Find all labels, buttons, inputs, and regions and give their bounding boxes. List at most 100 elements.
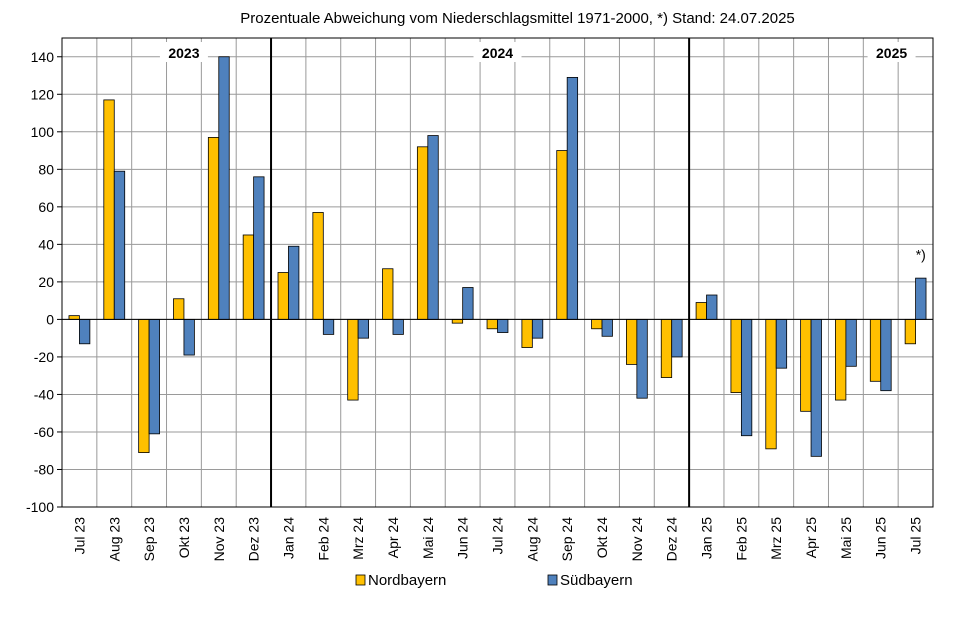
- bar-nordbayern: [416, 146, 429, 320]
- x-tick-label: Feb 25: [733, 517, 749, 561]
- year-label-bg: [473, 42, 522, 62]
- bar-suedbayern: [79, 318, 91, 345]
- bar-nordbayern: [660, 318, 673, 378]
- bar-nordbayern: [207, 137, 220, 320]
- footnote-marker: *): [916, 246, 926, 262]
- y-tick-label: 40: [38, 236, 54, 252]
- bar-suedbayern: [810, 318, 822, 457]
- bar-nordbayern: [68, 315, 80, 320]
- plot-area: [62, 38, 933, 507]
- bar-suedbayern: [740, 318, 753, 437]
- bar-suedbayern: [253, 176, 265, 320]
- bar-nordbayern: [556, 150, 568, 320]
- bar-suedbayern: [671, 318, 683, 358]
- legend-label: Südbayern: [560, 572, 633, 589]
- x-tick-label: Jun 25: [873, 517, 889, 559]
- bar-nordbayern: [695, 302, 707, 320]
- y-tick-label: -60: [34, 424, 54, 440]
- x-tick-label: Jan 25: [699, 517, 715, 559]
- year-label: 2025: [876, 45, 907, 61]
- bar-nordbayern: [451, 318, 464, 324]
- bar-suedbayern: [531, 318, 544, 339]
- bar-suedbayern: [148, 318, 160, 435]
- y-tick-label: 20: [38, 274, 54, 290]
- x-tick-label: Feb 24: [315, 517, 331, 561]
- y-tick-label: -80: [34, 461, 54, 477]
- bar-suedbayern: [566, 76, 579, 320]
- x-tick-label: Nov 23: [211, 517, 227, 562]
- x-tick-label: Dez 23: [246, 517, 262, 562]
- chart-title: Prozentuale Abweichung vom Niederschlags…: [240, 10, 795, 27]
- y-tick-label: 60: [38, 199, 54, 215]
- bar-nordbayern: [904, 318, 916, 345]
- x-tick-label: Jun 24: [455, 517, 471, 559]
- x-tick-label: Mai 24: [420, 517, 436, 559]
- bar-nordbayern: [869, 318, 882, 382]
- x-tick-label: Jul 24: [490, 517, 506, 555]
- x-tick-label: Apr 24: [385, 517, 401, 558]
- bar-suedbayern: [113, 170, 126, 320]
- x-tick-label: Aug 24: [524, 517, 540, 562]
- bar-nordbayern: [765, 318, 777, 450]
- legend-swatch: [547, 574, 558, 586]
- x-tick-label: Mrz 25: [768, 517, 784, 560]
- bar-nordbayern: [312, 212, 324, 320]
- x-tick-label: Okt 23: [176, 517, 192, 558]
- year-label-bg: [159, 42, 208, 62]
- bar-nordbayern: [800, 318, 812, 412]
- x-tick-label: Sep 23: [141, 517, 157, 562]
- x-tick-label: Jan 24: [280, 517, 296, 559]
- bar-suedbayern: [183, 318, 195, 356]
- x-tick-label: Okt 24: [594, 517, 610, 558]
- bar-suedbayern: [218, 56, 230, 320]
- bar-nordbayern: [138, 318, 150, 453]
- y-tick-label: 0: [46, 311, 54, 327]
- legend-label: Nordbayern: [368, 572, 446, 589]
- bar-suedbayern: [706, 294, 718, 320]
- y-tick-label: -40: [34, 386, 54, 402]
- bar-suedbayern: [880, 318, 892, 392]
- x-tick-label: Jul 25: [908, 517, 924, 555]
- bar-nordbayern: [591, 318, 603, 330]
- bar-suedbayern: [601, 318, 613, 337]
- bar-suedbayern: [392, 318, 404, 335]
- x-tick-label: Apr 25: [803, 517, 819, 558]
- x-tick-label: Sep 24: [559, 517, 575, 562]
- bar-nordbayern: [835, 318, 847, 401]
- bar-nordbayern: [521, 318, 533, 348]
- bar-suedbayern: [288, 245, 300, 320]
- bar-suedbayern: [462, 287, 474, 320]
- bar-suedbayern: [775, 318, 788, 369]
- bar-nordbayern: [347, 318, 359, 401]
- bar-nordbayern: [103, 99, 115, 320]
- year-label: 2024: [482, 45, 513, 61]
- x-tick-label: Mai 25: [838, 517, 854, 559]
- bar-nordbayern: [277, 272, 289, 320]
- bar-suedbayern: [357, 318, 369, 339]
- bar-nordbayern: [730, 318, 742, 393]
- bar-suedbayern: [497, 318, 509, 333]
- y-tick-label: -20: [34, 349, 54, 365]
- x-tick-label: Jul 23: [71, 517, 87, 555]
- x-tick-label: Aug 23: [106, 517, 122, 562]
- year-label-bg: [867, 42, 916, 62]
- bar-nordbayern: [486, 318, 498, 330]
- y-tick-label: 120: [31, 86, 55, 102]
- bar-nordbayern: [242, 234, 255, 320]
- bar-nordbayern: [173, 298, 185, 320]
- bar-suedbayern: [845, 318, 857, 367]
- legend-swatch: [355, 574, 366, 586]
- bar-suedbayern: [322, 318, 335, 335]
- bar-suedbayern: [427, 135, 439, 320]
- y-tick-label: 100: [31, 124, 55, 140]
- bar-suedbayern: [636, 318, 648, 399]
- y-tick-label: 140: [31, 49, 55, 65]
- plot-border: [61, 37, 934, 508]
- bar-suedbayern: [915, 277, 927, 320]
- y-tick-label: 80: [38, 161, 54, 177]
- x-tick-label: Mrz 24: [350, 517, 366, 560]
- x-tick-label: Dez 24: [664, 517, 680, 562]
- y-tick-label: -100: [26, 499, 54, 515]
